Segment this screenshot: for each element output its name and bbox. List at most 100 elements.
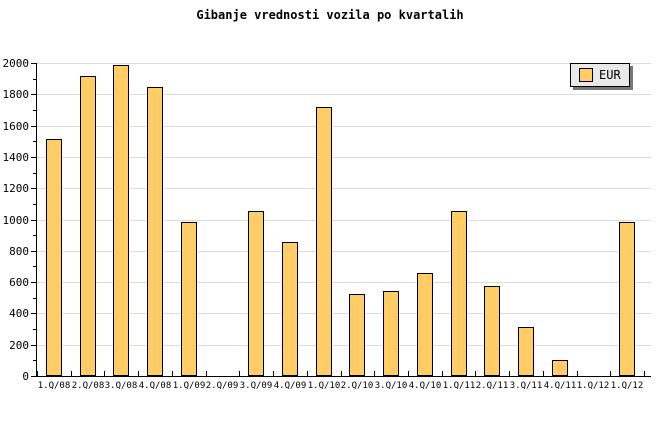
bar bbox=[113, 65, 129, 376]
y-tick-label: 1200 bbox=[2, 182, 30, 196]
legend: EUR bbox=[570, 63, 630, 87]
x-tick-label: 1.Q/12 bbox=[610, 381, 644, 391]
y-minor-tick bbox=[33, 78, 36, 80]
x-tick-label: 1.Q/10 bbox=[307, 381, 341, 391]
legend-swatch-eur bbox=[579, 68, 593, 82]
bar bbox=[417, 273, 433, 376]
y-minor-tick bbox=[33, 172, 36, 174]
y-tick-label: 1400 bbox=[2, 150, 30, 164]
bar bbox=[619, 222, 635, 376]
x-tick-label: 4.Q/11 bbox=[543, 381, 577, 391]
x-tick-label: 4.Q/10 bbox=[408, 381, 442, 391]
y-tick-label: 600 bbox=[9, 276, 29, 290]
y-tick-label: 1600 bbox=[2, 119, 30, 133]
bar bbox=[248, 211, 264, 376]
x-tick bbox=[442, 371, 443, 376]
bar bbox=[181, 222, 197, 376]
y-minor-tick bbox=[33, 141, 36, 143]
x-tick bbox=[374, 371, 375, 376]
y-tick-label: 2000 bbox=[2, 57, 30, 70]
x-tick-label: 2.Q/08 bbox=[71, 381, 105, 391]
bar bbox=[349, 294, 365, 376]
y-minor-tick bbox=[33, 109, 36, 111]
x-tick bbox=[138, 371, 139, 376]
x-tick-label: 2.Q/11 bbox=[475, 381, 509, 391]
y-minor-tick bbox=[33, 297, 36, 299]
x-tick bbox=[172, 371, 173, 376]
gridline bbox=[37, 313, 651, 315]
y-tick-label: 400 bbox=[9, 307, 29, 321]
gridline bbox=[37, 250, 651, 252]
x-tick-label: 3.Q/10 bbox=[374, 381, 408, 391]
y-tick bbox=[31, 219, 36, 221]
gridline bbox=[37, 219, 651, 221]
x-tick bbox=[104, 371, 105, 376]
bar bbox=[147, 87, 163, 376]
x-tick bbox=[341, 371, 342, 376]
x-tick bbox=[273, 371, 274, 376]
x-tick bbox=[37, 371, 38, 376]
x-tick bbox=[408, 371, 409, 376]
plot-area: 0 200 400 600 800 1000 1200 1400 1600 1800 2000 1.Q… bbox=[3, 57, 651, 391]
x-tick-label: 4.Q/08 bbox=[138, 381, 172, 391]
y-tick-label: 0 bbox=[22, 370, 29, 383]
bar bbox=[451, 211, 467, 376]
y-tick-label: 1000 bbox=[2, 213, 30, 227]
x-tick-label: 1.Q/11 bbox=[442, 381, 476, 391]
x-tick bbox=[509, 371, 510, 376]
y-minor-tick bbox=[33, 203, 36, 205]
x-tick-label: 1.Q/08 bbox=[37, 381, 71, 391]
y-minor-tick bbox=[33, 360, 36, 362]
x-tick bbox=[475, 371, 476, 376]
x-tick bbox=[577, 371, 578, 376]
x-tick-label: 3.Q/08 bbox=[104, 381, 138, 391]
x-tick-label: 3.Q/11 bbox=[509, 381, 543, 391]
bar bbox=[46, 139, 62, 376]
x-tick-label: 1.Q/09 bbox=[172, 381, 206, 391]
y-tick bbox=[31, 313, 36, 315]
y-tick-label: 200 bbox=[9, 338, 29, 352]
y-minor-tick bbox=[33, 266, 36, 268]
gridline bbox=[37, 63, 651, 64]
bar bbox=[484, 286, 500, 376]
legend-label: EUR bbox=[599, 68, 621, 82]
y-minor-tick bbox=[33, 235, 36, 237]
y-tick bbox=[31, 156, 36, 158]
x-tick-label: 3.Q/09 bbox=[239, 381, 273, 391]
gridline bbox=[37, 282, 651, 284]
y-tick-label: 1800 bbox=[2, 88, 30, 102]
x-tick-label: 1.Q/12 bbox=[576, 381, 610, 391]
y-tick bbox=[31, 188, 36, 190]
y-minor-tick bbox=[33, 329, 36, 331]
y-tick bbox=[31, 250, 36, 252]
x-tick bbox=[644, 371, 645, 376]
gridline bbox=[37, 156, 651, 158]
x-tick bbox=[307, 371, 308, 376]
x-tick-label: 2.Q/10 bbox=[340, 381, 374, 391]
y-tick bbox=[31, 63, 36, 64]
chart-title: Gibanje vrednosti vozila po kvartalih bbox=[196, 8, 464, 22]
x-tick bbox=[206, 371, 207, 376]
y-tick bbox=[31, 125, 36, 127]
bar bbox=[383, 291, 399, 376]
gridline bbox=[37, 94, 651, 96]
y-tick bbox=[31, 94, 36, 96]
gridline bbox=[37, 344, 651, 346]
x-tick-label: 2.Q/09 bbox=[205, 381, 239, 391]
bar bbox=[518, 327, 534, 376]
y-tick-label: 800 bbox=[9, 244, 29, 258]
gridline bbox=[37, 188, 651, 190]
bar bbox=[316, 107, 332, 376]
bar bbox=[282, 242, 298, 376]
x-tick bbox=[239, 371, 240, 376]
x-tick bbox=[71, 371, 72, 376]
x-tick bbox=[610, 371, 611, 376]
y-tick bbox=[31, 282, 36, 284]
gridline bbox=[37, 125, 651, 127]
y-tick bbox=[31, 376, 36, 377]
y-tick bbox=[31, 344, 36, 346]
bar bbox=[80, 76, 96, 376]
bar bbox=[552, 360, 568, 376]
x-tick-label: 4.Q/09 bbox=[273, 381, 307, 391]
